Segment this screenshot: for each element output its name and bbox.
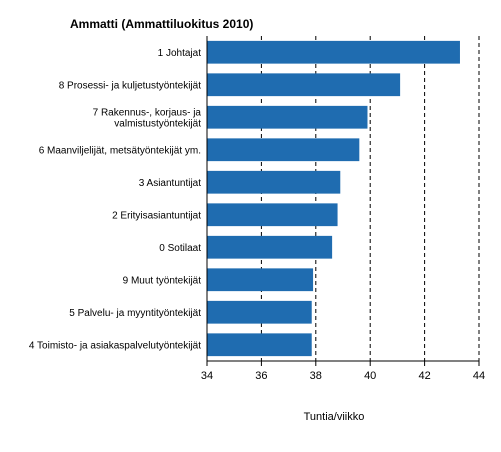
- category-label: 4 Toimisto- ja asiakaspalvelutyöntekijät: [29, 340, 201, 351]
- bar-9: [207, 333, 312, 357]
- bar-3: [207, 138, 360, 162]
- category-label: 9 Muut työntekijät: [123, 275, 202, 286]
- x-tick-label: 42: [418, 370, 430, 382]
- x-axis-label: Tuntia/viikko: [304, 411, 365, 423]
- bar-7: [207, 268, 314, 292]
- bar-8: [207, 300, 312, 324]
- category-label: 5 Palvelu- ja myyntityöntekijät: [69, 308, 201, 319]
- bar-4: [207, 170, 341, 194]
- category-label: 6 Maanviljelijät, metsätyöntekijät ym.: [39, 145, 201, 156]
- x-tick-label: 40: [364, 370, 376, 382]
- chart-title: Ammatti (Ammattiluokitus 2010): [70, 17, 253, 31]
- x-tick-label: 34: [201, 370, 213, 382]
- x-tick-label: 36: [255, 370, 267, 382]
- bar-2: [207, 105, 368, 129]
- category-label: 8 Prosessi- ja kuljetustyöntekijät: [59, 80, 202, 91]
- category-label: 0 Sotilaat: [159, 243, 201, 254]
- bar-5: [207, 203, 338, 227]
- x-tick-label: 38: [310, 370, 322, 382]
- category-label: 3 Asiantuntijat: [139, 178, 201, 189]
- category-label: 7 Rakennus-, korjaus- ja valmistustyöntek…: [93, 107, 202, 129]
- bar-6: [207, 235, 333, 259]
- category-label: 2 Erityisasiantuntijat: [112, 210, 201, 221]
- bar-0: [207, 40, 460, 64]
- category-label: 1 Johtajat: [158, 48, 202, 59]
- bar-1: [207, 73, 401, 97]
- x-tick-label: 44: [473, 370, 485, 382]
